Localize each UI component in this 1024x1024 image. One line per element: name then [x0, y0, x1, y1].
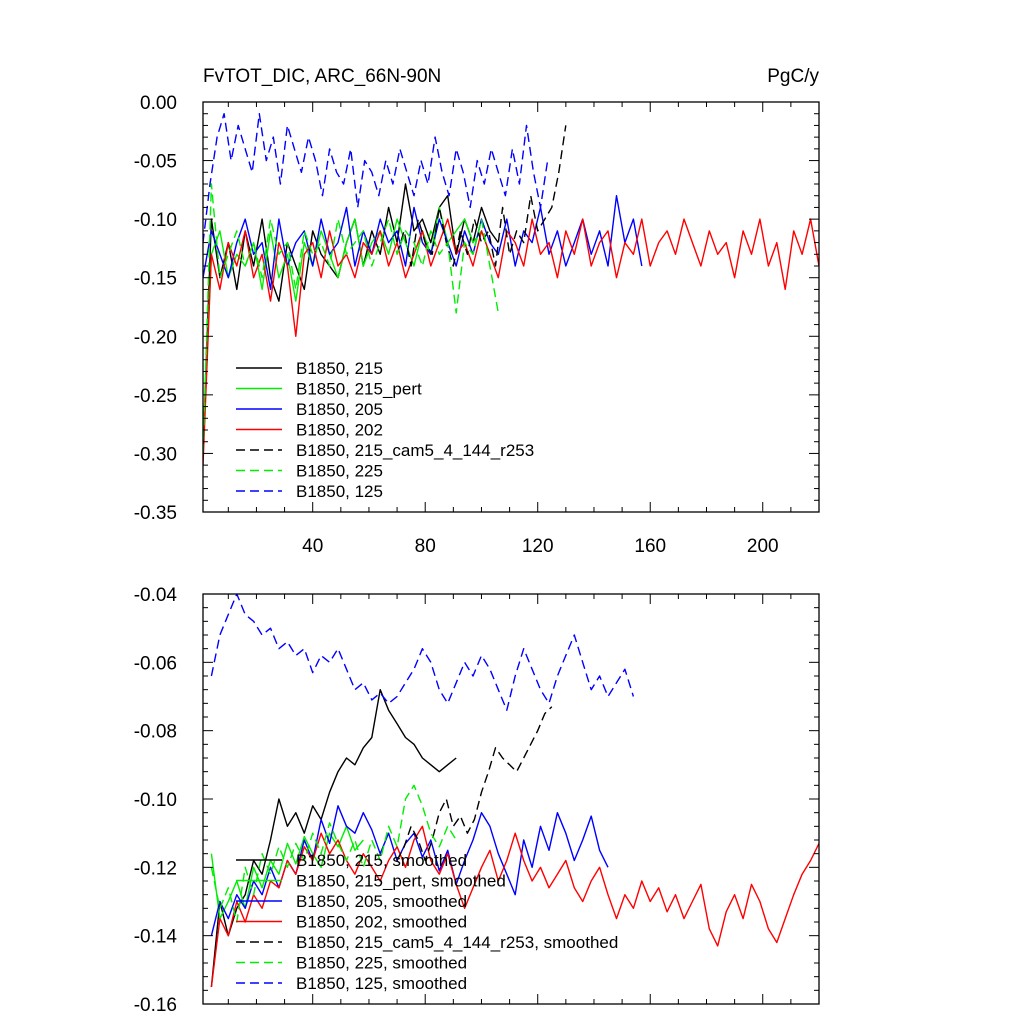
legend-label: B1850, 202 — [296, 421, 383, 440]
legend-label: B1850, 225, smoothed — [296, 954, 467, 973]
top-panel-title: FvTOT_DIC, ARC_66N-90N — [203, 66, 441, 87]
series-line-top-6 — [203, 112, 549, 243]
series-line-bottom-6 — [210, 594, 635, 711]
legend-label: B1850, 125, smoothed — [296, 974, 467, 993]
series-line-top-4 — [396, 125, 567, 267]
y-tick-label: -0.25 — [134, 386, 177, 407]
x-tick-label: 120 — [522, 536, 554, 557]
legend-label: B1850, 215 — [296, 359, 383, 378]
y-tick-label: -0.20 — [134, 327, 177, 348]
y-tick-label: -0.14 — [134, 927, 178, 948]
legend-label: B1850, 202, smoothed — [296, 913, 467, 932]
series-line-bottom-5 — [210, 784, 457, 923]
legend-label: B1850, 215, smoothed — [296, 851, 467, 870]
series-line-bottom-4 — [396, 706, 553, 862]
x-tick-label: 200 — [747, 536, 779, 557]
y-tick-label: -0.16 — [134, 995, 177, 1016]
legend-label: B1850, 205 — [296, 400, 383, 419]
legend-label: B1850, 205, smoothed — [296, 892, 467, 911]
legend-label: B1850, 225 — [296, 462, 383, 481]
top-panel-units: PgC/y — [767, 66, 819, 87]
legend-label: B1850, 215_cam5_4_144_r253 — [296, 441, 534, 460]
series-line-bottom-2 — [210, 805, 609, 936]
y-tick-label: -0.10 — [134, 790, 177, 811]
y-tick-label: -0.30 — [134, 444, 177, 465]
x-tick-label: 80 — [415, 536, 436, 557]
y-tick-label: -0.06 — [134, 653, 177, 674]
bottom-panel: -0.04 -0.06 -0.08 -0.10 -0.12 -0.14 -0.16 B1850… — [134, 585, 820, 1016]
y-tick-label: -0.12 — [134, 858, 177, 879]
x-tick-label: 40 — [302, 536, 323, 557]
series-line-bottom-3 — [210, 825, 819, 987]
legend-label: B1850, 215_pert — [296, 380, 422, 399]
legend-label: B1850, 215_pert, smoothed — [296, 872, 506, 891]
legend-label: B1850, 215_cam5_4_144_r253, smoothed — [296, 933, 618, 952]
y-tick-label: -0.15 — [134, 269, 177, 290]
legend-label: B1850, 125 — [296, 482, 383, 501]
x-tick-label: 160 — [634, 536, 666, 557]
y-tick-label: -0.08 — [134, 722, 177, 743]
series-line-top-3 — [203, 218, 819, 466]
plot-frame — [202, 101, 820, 513]
y-tick-label: 0.00 — [140, 93, 177, 114]
top-panel: FvTOT_DIC, ARC_66N-90N PgC/y 0.00 -0.05 -0… — [134, 66, 820, 557]
series-line-bottom-0 — [210, 689, 457, 987]
series-line-top-5 — [203, 183, 499, 454]
y-tick-label: -0.35 — [134, 503, 177, 524]
y-tick-label: -0.05 — [134, 152, 177, 173]
y-tick-label: -0.10 — [134, 210, 177, 231]
y-tick-label: -0.04 — [134, 585, 178, 606]
